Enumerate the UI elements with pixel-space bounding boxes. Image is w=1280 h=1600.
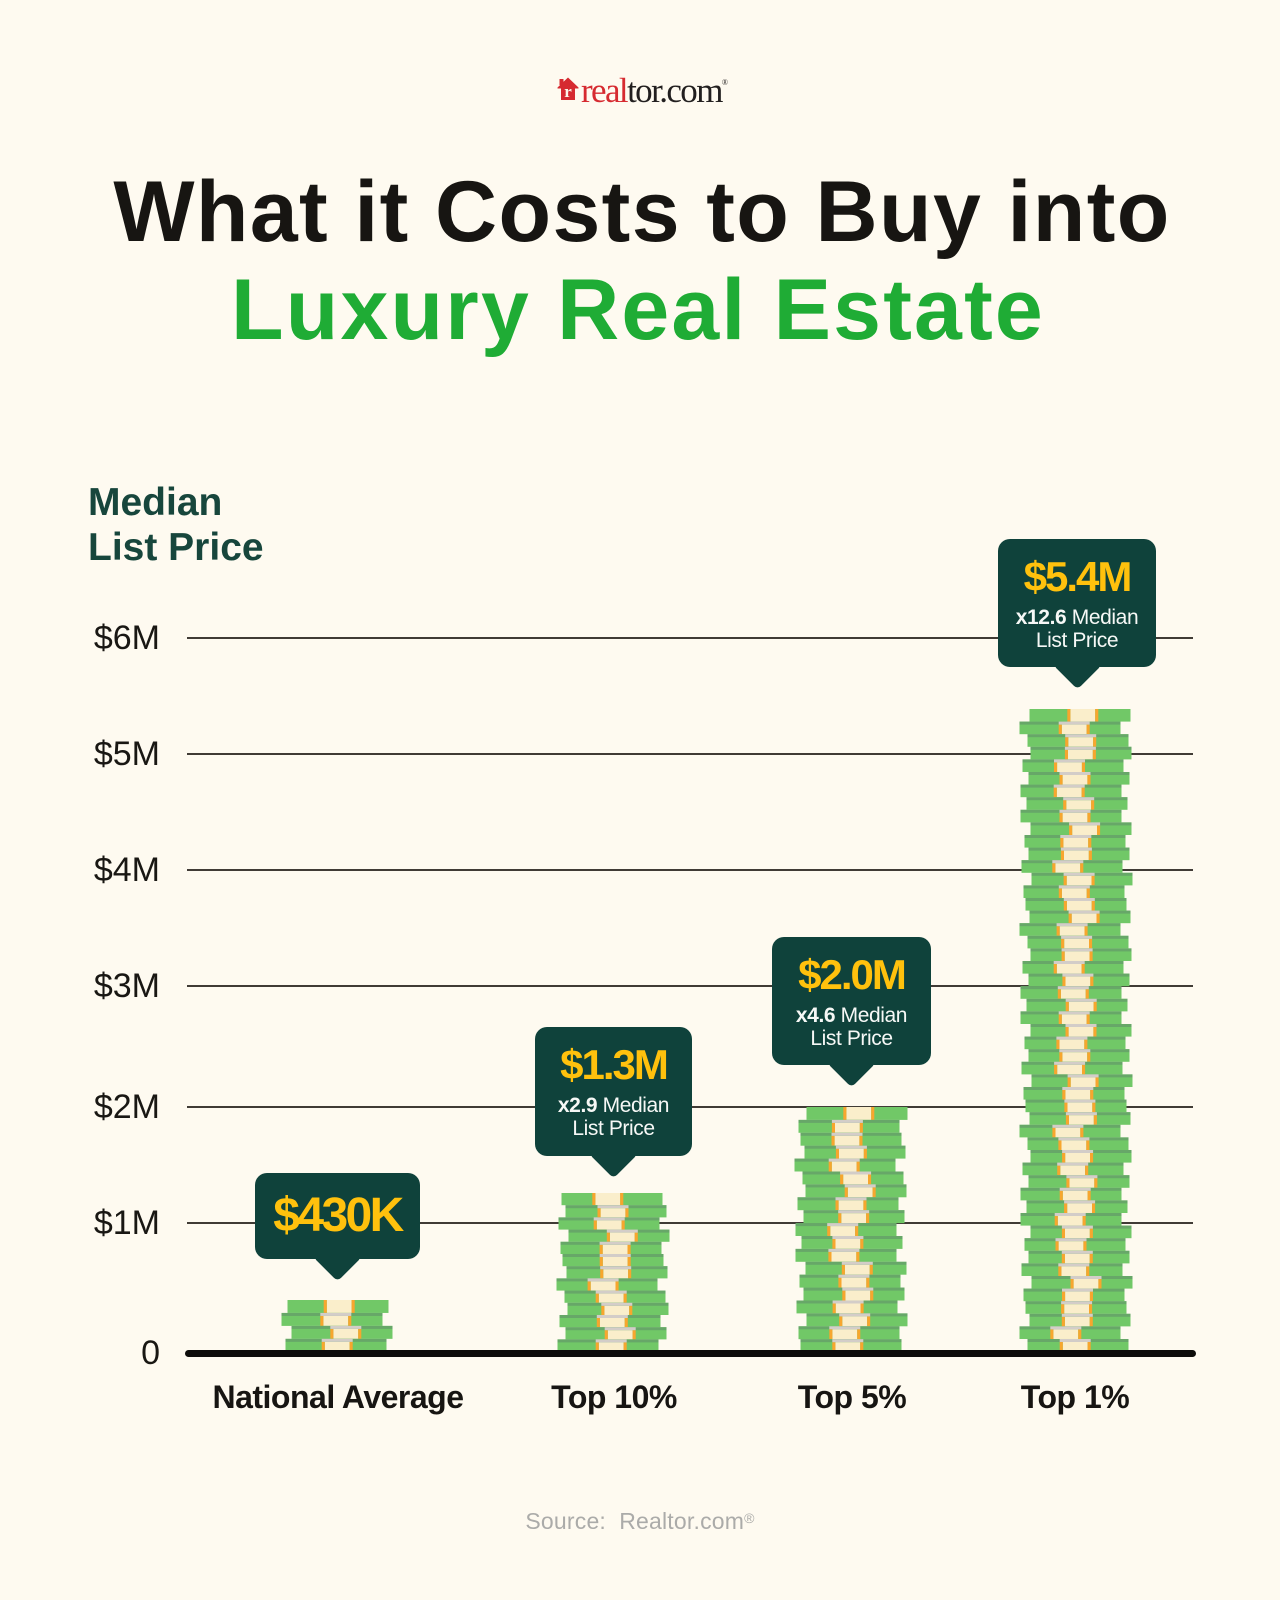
svg-text:r: r xyxy=(564,82,572,101)
